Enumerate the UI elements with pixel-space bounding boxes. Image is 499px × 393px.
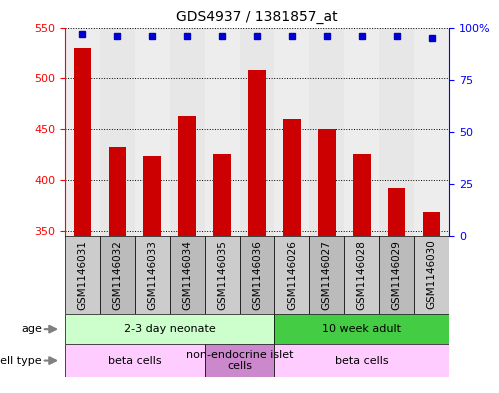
Title: GDS4937 / 1381857_at: GDS4937 / 1381857_at: [176, 10, 338, 24]
Bar: [205, 236, 240, 314]
Bar: [240, 236, 274, 314]
Bar: [144, 156, 161, 236]
Bar: [135, 28, 170, 236]
Bar: [423, 213, 440, 236]
Bar: [388, 188, 405, 236]
Bar: [100, 236, 135, 314]
Text: GSM1146033: GSM1146033: [147, 240, 157, 310]
Bar: [65, 236, 100, 314]
Bar: [65, 344, 205, 377]
Bar: [344, 28, 379, 236]
Bar: [274, 236, 309, 314]
Text: 2-3 day neonate: 2-3 day neonate: [124, 324, 216, 334]
Bar: [379, 236, 414, 314]
Text: GSM1146031: GSM1146031: [77, 240, 87, 310]
Bar: [170, 28, 205, 236]
Text: GSM1146030: GSM1146030: [427, 240, 437, 309]
Bar: [414, 28, 449, 236]
Text: beta cells: beta cells: [108, 356, 162, 365]
Text: cell type: cell type: [0, 356, 42, 365]
Bar: [108, 147, 126, 236]
Text: 10 week adult: 10 week adult: [322, 324, 401, 334]
Text: non-endocrine islet
cells: non-endocrine islet cells: [186, 350, 293, 371]
Bar: [309, 28, 344, 236]
Bar: [240, 28, 274, 236]
Text: GSM1146032: GSM1146032: [112, 240, 122, 310]
Bar: [283, 119, 300, 236]
Bar: [74, 48, 91, 236]
Text: GSM1146035: GSM1146035: [217, 240, 227, 310]
Bar: [65, 28, 100, 236]
Text: GSM1146027: GSM1146027: [322, 240, 332, 310]
Text: GSM1146026: GSM1146026: [287, 240, 297, 310]
Text: GSM1146034: GSM1146034: [182, 240, 192, 310]
Bar: [274, 28, 309, 236]
Bar: [100, 28, 135, 236]
Bar: [179, 116, 196, 236]
Bar: [135, 236, 170, 314]
Bar: [309, 236, 344, 314]
Text: beta cells: beta cells: [335, 356, 389, 365]
Text: GSM1146036: GSM1146036: [252, 240, 262, 310]
Text: GSM1146028: GSM1146028: [357, 240, 367, 310]
Bar: [248, 70, 265, 236]
Bar: [65, 314, 274, 344]
Bar: [274, 314, 449, 344]
Bar: [214, 154, 231, 236]
Bar: [379, 28, 414, 236]
Bar: [353, 154, 370, 236]
Bar: [170, 236, 205, 314]
Bar: [414, 236, 449, 314]
Bar: [344, 236, 379, 314]
Bar: [274, 344, 449, 377]
Bar: [318, 129, 335, 236]
Text: age: age: [21, 324, 42, 334]
Text: GSM1146029: GSM1146029: [392, 240, 402, 310]
Bar: [205, 28, 240, 236]
Bar: [205, 344, 274, 377]
